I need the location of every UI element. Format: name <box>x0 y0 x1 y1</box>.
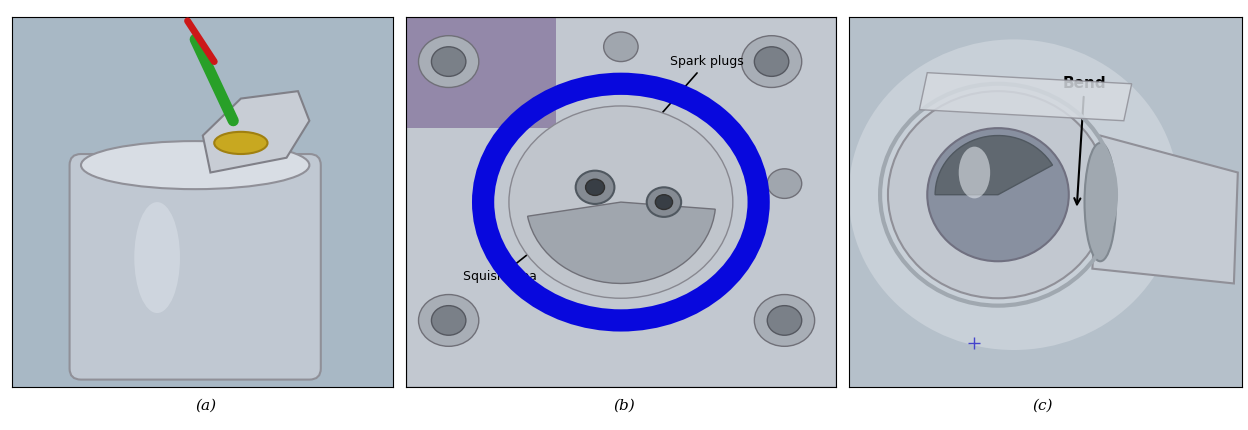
Ellipse shape <box>215 132 267 154</box>
Circle shape <box>655 195 673 209</box>
Circle shape <box>575 171 614 204</box>
Circle shape <box>418 295 479 346</box>
Ellipse shape <box>1085 143 1116 261</box>
Polygon shape <box>1092 135 1238 283</box>
Circle shape <box>754 47 789 77</box>
Polygon shape <box>406 17 557 128</box>
Wedge shape <box>528 202 715 283</box>
Text: (c): (c) <box>1032 399 1052 413</box>
Text: Spark plugs: Spark plugs <box>645 55 744 132</box>
Circle shape <box>604 32 638 61</box>
Polygon shape <box>202 91 310 172</box>
Ellipse shape <box>81 141 310 189</box>
Text: Squish area: Squish area <box>463 235 553 283</box>
Text: Bend: Bend <box>1063 76 1106 204</box>
FancyBboxPatch shape <box>70 154 321 380</box>
Circle shape <box>889 91 1108 298</box>
Polygon shape <box>920 73 1132 121</box>
Ellipse shape <box>958 147 990 198</box>
Circle shape <box>741 36 801 87</box>
Circle shape <box>849 40 1179 350</box>
Circle shape <box>432 306 466 335</box>
Circle shape <box>509 106 733 298</box>
Text: (a): (a) <box>196 399 216 413</box>
Text: (b): (b) <box>613 399 635 413</box>
Circle shape <box>418 36 479 87</box>
Ellipse shape <box>135 202 180 313</box>
Circle shape <box>646 187 681 217</box>
Polygon shape <box>406 17 836 387</box>
Circle shape <box>768 169 801 198</box>
Circle shape <box>585 179 604 196</box>
Circle shape <box>768 306 801 335</box>
Wedge shape <box>935 135 1052 195</box>
Circle shape <box>754 295 815 346</box>
Circle shape <box>432 47 466 77</box>
Circle shape <box>927 128 1068 261</box>
